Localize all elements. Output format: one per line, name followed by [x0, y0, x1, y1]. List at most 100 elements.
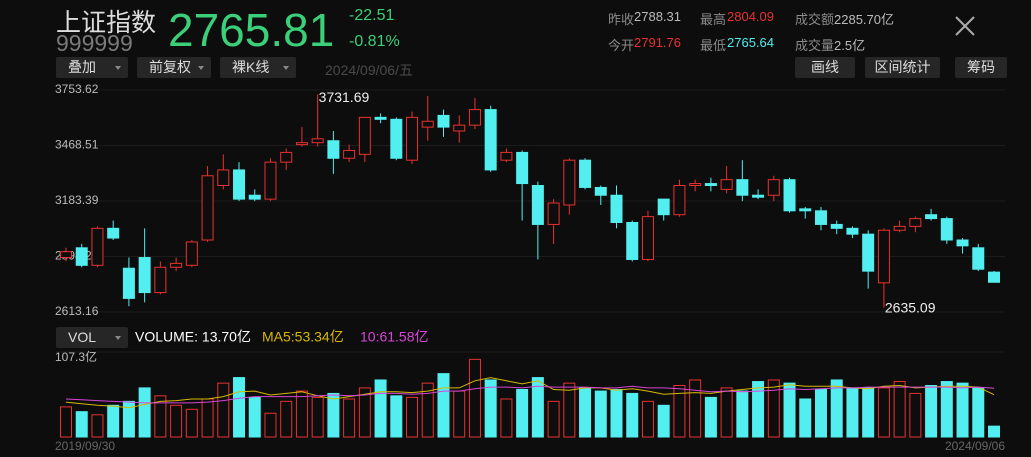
candle-body [814, 210, 827, 225]
range-stats-button[interactable]: 区间统计 [865, 57, 940, 78]
price-change: -22.51 [349, 7, 395, 24]
candle-body [893, 225, 906, 231]
candle-body [563, 159, 576, 206]
legend-entry: MA5:53.34亿 [262, 329, 344, 345]
volume-bar [673, 385, 686, 438]
draw-button[interactable]: 画线 [795, 57, 855, 78]
volume-bar [75, 411, 88, 438]
candle-body [626, 221, 639, 260]
x-tick-label: 2019/09/30 [55, 439, 115, 453]
volume-bar [940, 381, 953, 438]
volume-bar [437, 373, 450, 438]
ma-line [65, 377, 995, 409]
volume-bar [563, 382, 576, 438]
volume-bar [956, 382, 969, 438]
volume-bar [453, 390, 466, 438]
candle-body [484, 109, 497, 171]
volume-bar [689, 379, 702, 438]
volume-bar [516, 388, 529, 438]
volume-bar [909, 392, 922, 438]
volume-bar [122, 400, 135, 438]
volume-bar [468, 358, 481, 438]
volume-bar [594, 390, 607, 438]
volume-bar [280, 400, 293, 438]
candle-body [358, 116, 371, 155]
candle-body [280, 151, 293, 163]
volume-bar [421, 382, 434, 438]
candle-body [877, 229, 890, 284]
volume-bar [327, 392, 340, 438]
candle-body [579, 159, 592, 188]
volume-bar [972, 387, 985, 438]
index-name: 上证指数 [56, 9, 157, 37]
candle-body [799, 208, 812, 212]
y-tick-label: 2613.16 [55, 304, 99, 318]
volume-bar [877, 387, 890, 438]
indicator-button[interactable]: VOL [56, 327, 128, 348]
volume-bar [390, 395, 403, 438]
candle-body [185, 241, 198, 266]
candle-body [170, 262, 183, 268]
candle-body [862, 233, 875, 272]
volume-bar [358, 387, 371, 438]
chips-button[interactable]: 筹码 [955, 57, 1007, 78]
candle-body [704, 183, 717, 187]
candle-body [940, 218, 953, 241]
volume-bar [233, 377, 246, 438]
volume-bar [295, 390, 308, 438]
legend-entry: 10:61.58亿 [360, 329, 429, 345]
volume-bar [91, 414, 104, 438]
volume-bar [185, 408, 198, 438]
adjust-button[interactable]: 前复权 [137, 57, 211, 78]
volume-bar [248, 396, 261, 438]
candle-body [531, 185, 544, 225]
candle-body [594, 186, 607, 196]
volume-bar [830, 379, 843, 438]
volume-bar [657, 404, 670, 438]
volume-bar [862, 387, 875, 438]
volume-bar [641, 400, 654, 438]
x-tick-label: 2024/09/06 [945, 439, 1005, 453]
stat-value: 2285.70亿 [834, 12, 894, 27]
candle-body [846, 227, 859, 235]
candle-body [925, 214, 938, 220]
candle-body [421, 120, 434, 128]
candle-body [437, 114, 450, 128]
candle-body [91, 227, 104, 266]
kline-button[interactable]: 裸K线 [220, 57, 296, 78]
volume-bar [720, 387, 733, 438]
last-price: 2765.81 [168, 4, 335, 56]
candle-body [956, 239, 969, 247]
volume-bar [547, 400, 560, 438]
candle-body [720, 179, 733, 190]
volume-bar [704, 396, 717, 438]
candle-body [500, 151, 513, 161]
volume-bar [170, 404, 183, 438]
candle-body [217, 169, 230, 187]
y-tick-label: 3753.62 [55, 82, 99, 96]
candle-body [988, 271, 1000, 283]
volume-bar [626, 392, 639, 438]
overlay-button[interactable]: 叠加 [56, 57, 128, 78]
candle-body [327, 140, 340, 159]
close-button[interactable] [954, 15, 976, 37]
price-change-pct: -0.81% [349, 33, 400, 50]
volume-bar [60, 406, 72, 438]
volume-bar [500, 398, 513, 438]
stat-label: 成交量 [795, 38, 835, 53]
stat-label: 最低 [700, 38, 727, 53]
volume-bar [799, 398, 812, 438]
y-tick-label: 107.3亿 [55, 349, 97, 364]
candle-body [547, 202, 560, 225]
volume-bar [736, 390, 749, 438]
volume-bar [579, 387, 592, 438]
stat-value: 2791.76 [634, 35, 681, 50]
volume-bar [531, 377, 544, 438]
candle-body [610, 194, 623, 223]
volume-bar [814, 388, 827, 438]
candle-body [641, 216, 654, 260]
candle-body [406, 116, 419, 161]
volume-bar [343, 398, 356, 438]
y-tick-label: 3183.39 [55, 193, 99, 207]
